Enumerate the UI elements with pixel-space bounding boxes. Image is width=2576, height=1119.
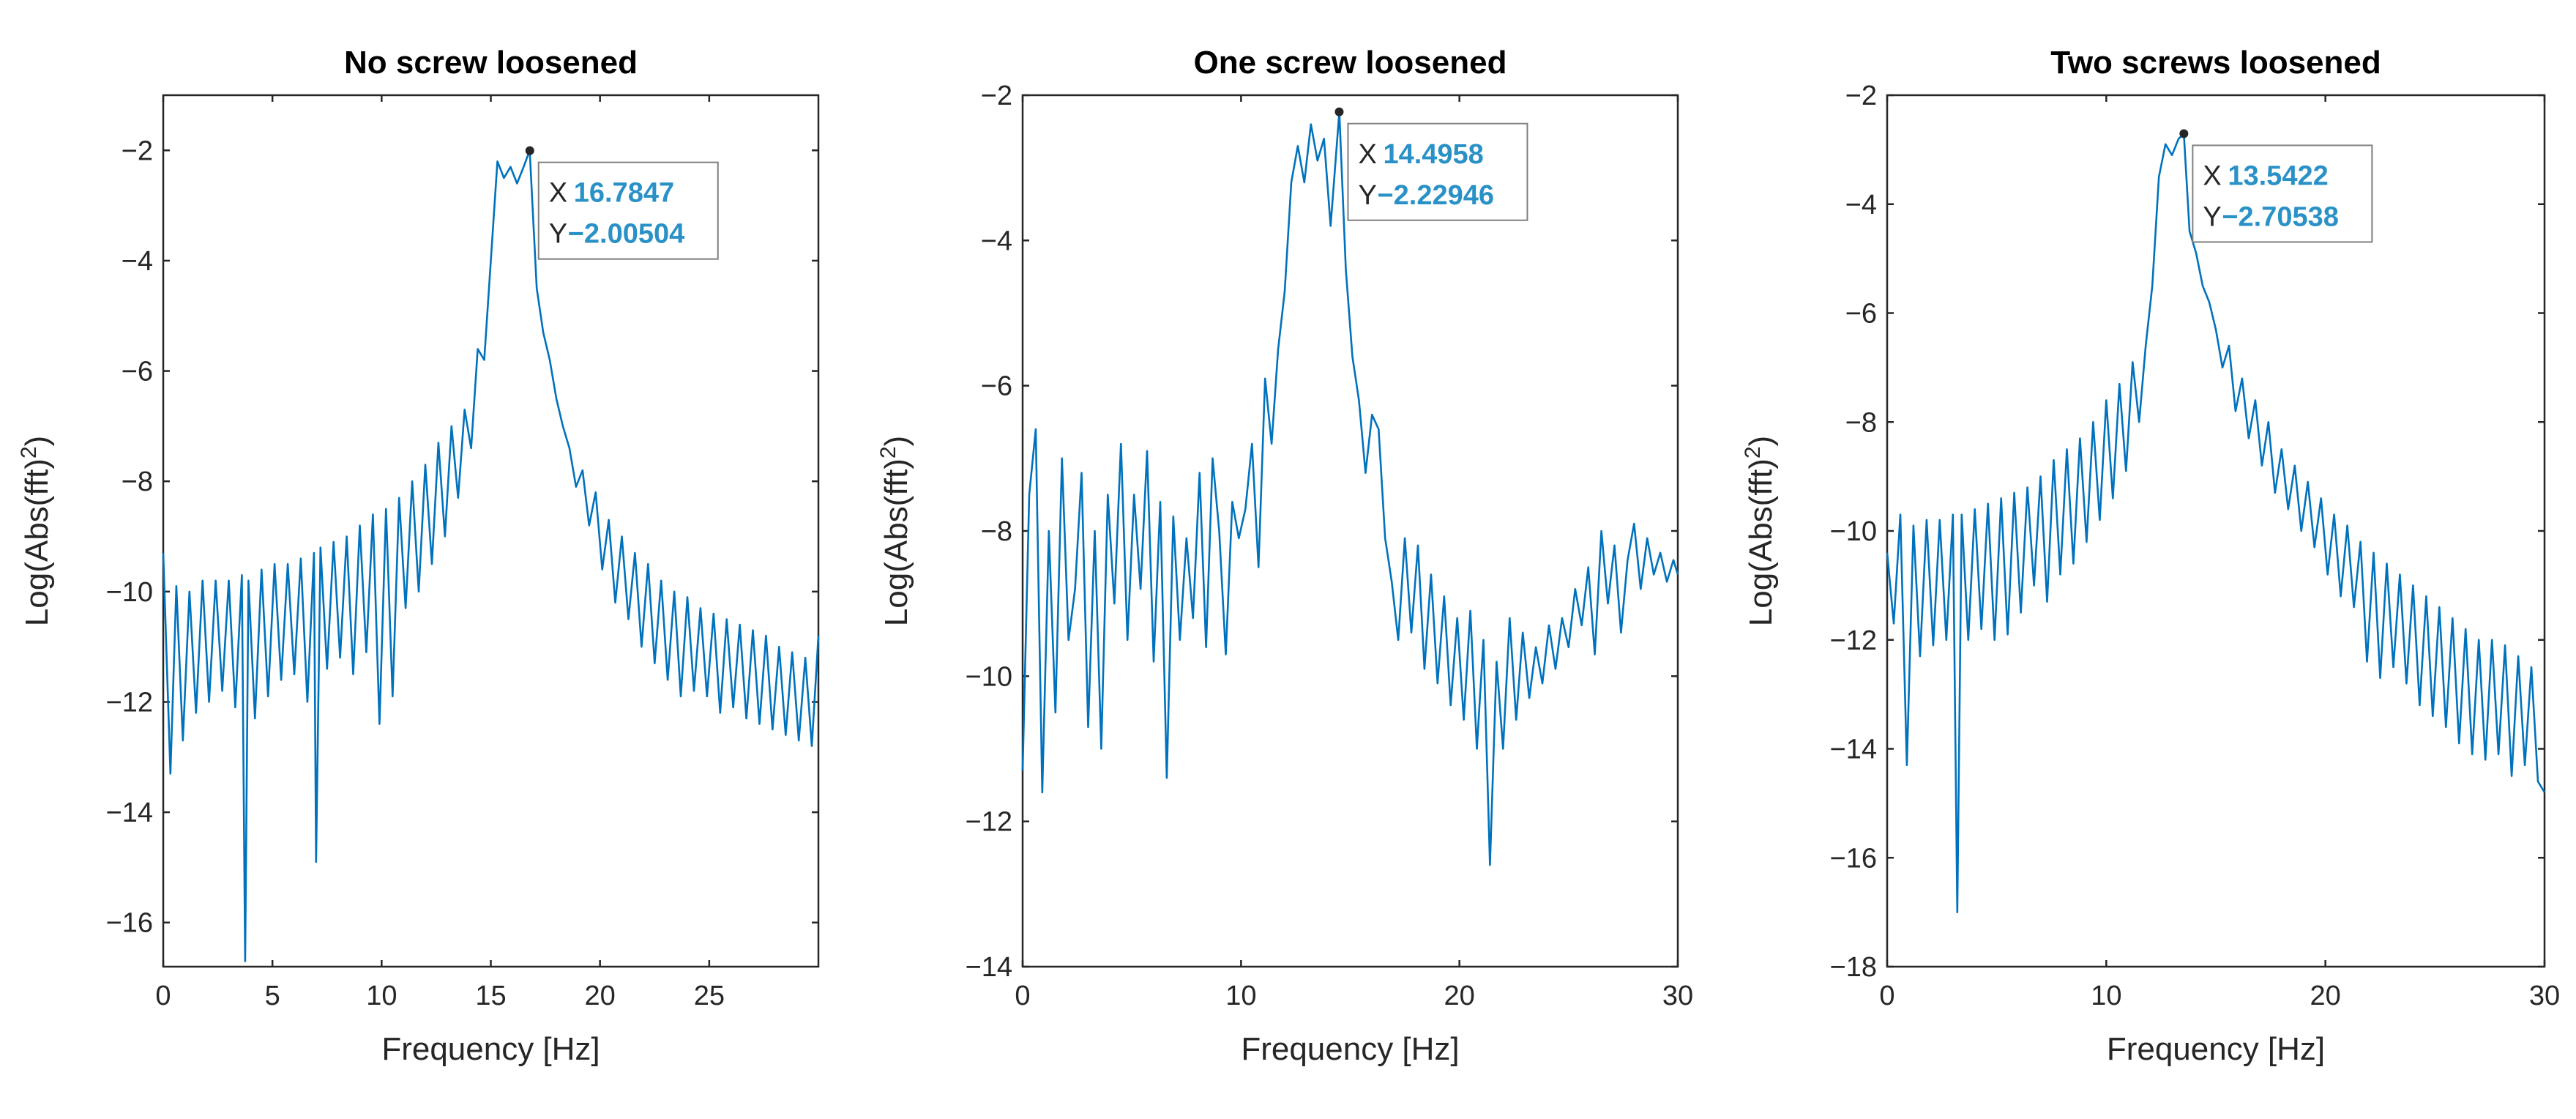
datatip-y-key: Y [549, 219, 567, 250]
x-tick-label: 15 [475, 981, 506, 1011]
x-tick-label: 20 [585, 981, 616, 1011]
y-tick-label: −4 [1845, 190, 1877, 220]
subplot-one-screw-loosened: 0 10 20 30 −14 −12 −10 −8 −6 −4 −2 One screw loosen… [876, 45, 1693, 1067]
datatip-x-value: 13.5422 [2228, 160, 2328, 191]
y-axis-label: Log(Abs(fft)2) [1741, 436, 1779, 626]
y-tick-label: −6 [1845, 299, 1877, 330]
datatip-box[interactable] [2192, 144, 2373, 243]
datatip-x-key: X [549, 178, 567, 209]
y-tick-label: −16 [106, 908, 153, 939]
y-tick-label: −2 [122, 135, 153, 166]
x-tick-label: 20 [2310, 981, 2341, 1011]
x-tick-label: 10 [1225, 981, 1256, 1011]
datatip-y-value: −2.00504 [568, 219, 685, 250]
y-tick-label: −4 [122, 246, 153, 277]
y-tick-label: −10 [1830, 516, 1877, 547]
datatip-y-key: Y [2203, 201, 2221, 232]
datatip-y-value: −2.70538 [2222, 201, 2339, 232]
x-tick-label: 10 [366, 981, 397, 1011]
y-tick-label: −2 [1845, 81, 1877, 111]
x-tick-label: 0 [1015, 981, 1030, 1011]
y-axis-label: Log(Abs(fft)2) [876, 436, 914, 626]
plot-area [162, 94, 820, 968]
datatip-x-key: X [2203, 160, 2221, 191]
y-tick-label: −8 [122, 466, 153, 497]
datatip-x-value: 16.7847 [574, 178, 674, 209]
subplot-no-screw-loosened: 0 5 10 15 20 25 −16 −14 −12 −10 −8 −6 −4 −2 No screw l… [17, 45, 820, 1067]
y-tick-label: −6 [981, 371, 1012, 402]
datatip-y-key: Y [1358, 180, 1376, 211]
y-tick-label: −8 [981, 516, 1012, 547]
datatip-x-value: 14.4958 [1383, 139, 1483, 170]
series-line [162, 149, 820, 962]
y-tick-label: −8 [1845, 407, 1877, 438]
y-tick-label: −18 [1830, 952, 1877, 983]
x-tick-label: 10 [2091, 981, 2121, 1011]
datatip-box[interactable] [537, 161, 719, 260]
chart-title: Two screws loosened [2050, 45, 2381, 81]
series-line [1886, 133, 2546, 913]
y-tick-label: −14 [966, 952, 1012, 983]
y-tick-label: −4 [981, 226, 1012, 256]
datatip-y-value: −2.22946 [1377, 180, 1494, 211]
x-tick-label: 25 [694, 981, 725, 1011]
x-axis-label: Frequency [Hz] [2107, 1031, 2325, 1067]
y-tick-label: −10 [106, 577, 153, 608]
datatip-marker[interactable] [525, 146, 534, 155]
y-tick-label: −16 [1830, 843, 1877, 874]
chart-title: One screw loosened [1194, 45, 1507, 81]
subplot-two-screws-loosened: 0 10 20 30 −18 −16 −14 −12 −10 −8 −6 −4 −2 Two screws… [1741, 45, 2560, 1067]
x-tick-label: 5 [265, 981, 280, 1011]
y-tick-label: −14 [1830, 735, 1877, 765]
x-axis-label: Frequency [Hz] [1241, 1031, 1459, 1067]
x-axis-label: Frequency [Hz] [381, 1031, 600, 1067]
y-axis-label: Log(Abs(fft)2) [17, 436, 55, 626]
chart-title: No screw loosened [344, 45, 638, 81]
x-tick-label: 20 [1444, 981, 1475, 1011]
datatip-x-key: X [1358, 139, 1376, 170]
y-tick-label: −12 [966, 807, 1012, 838]
x-tick-label: 30 [2529, 981, 2560, 1011]
datatip-marker[interactable] [2179, 129, 2189, 138]
y-tick-label: −10 [966, 661, 1012, 692]
y-tick-label: −2 [981, 81, 1012, 111]
y-tick-label: −6 [122, 357, 153, 387]
plot-area [1021, 94, 1679, 968]
datatip-marker[interactable] [1334, 107, 1344, 116]
x-tick-label: 0 [155, 981, 171, 1011]
y-tick-label: −12 [1830, 625, 1877, 656]
x-tick-label: 0 [1879, 981, 1894, 1011]
x-tick-label: 30 [1662, 981, 1693, 1011]
y-tick-label: −12 [106, 687, 153, 718]
datatip-box[interactable] [1347, 122, 1528, 221]
y-tick-label: −14 [106, 798, 153, 828]
series-line [1021, 111, 1679, 866]
